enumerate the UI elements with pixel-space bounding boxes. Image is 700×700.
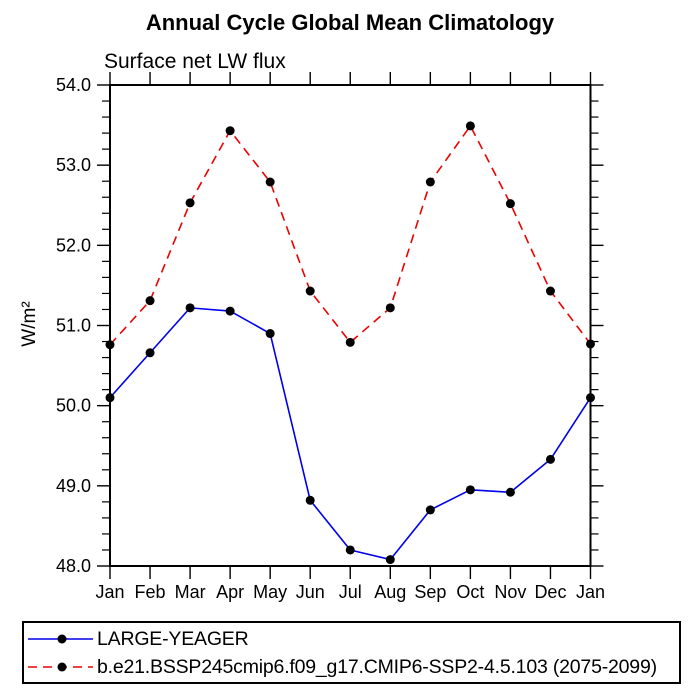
- data-point-marker: [265, 177, 275, 187]
- y-axis-tick-label: 50.0: [56, 396, 91, 416]
- data-point-marker: [145, 296, 155, 306]
- x-axis-tick-label: Mar: [175, 582, 206, 602]
- x-axis-tick-label: May: [253, 582, 287, 602]
- data-point-marker: [185, 198, 195, 208]
- legend-entry-model-run: b.e21.BSSP245cmip6.f09_g17.CMIP6-SSP2-4.…: [25, 653, 657, 681]
- data-point-marker: [545, 286, 555, 296]
- data-point-marker: [345, 337, 355, 347]
- x-axis-tick-label: Dec: [534, 582, 566, 602]
- data-point-marker: [465, 121, 475, 131]
- data-point-marker: [545, 454, 555, 464]
- chart-subtitle: Surface net LW flux: [104, 50, 286, 73]
- data-point-marker: [465, 485, 475, 495]
- series-line-1: [109, 125, 592, 346]
- data-point-marker: [586, 393, 595, 403]
- data-point-marker: [105, 340, 115, 350]
- plot-frame: [109, 84, 592, 567]
- y-axis-tick-label: 54.0: [56, 75, 91, 95]
- x-axis-tick-label: Sep: [414, 582, 446, 602]
- data-point-marker: [385, 303, 395, 313]
- legend-key-dashed-line: [28, 662, 93, 672]
- x-axis-tick-label: Feb: [135, 582, 166, 602]
- chart-canvas: Jan Feb Mar Apr May Jun Jul Aug Sep Oct Nov Dec Jan4…: [56, 72, 605, 602]
- data-point-marker: [305, 495, 315, 505]
- data-point-marker: [185, 303, 195, 313]
- data-point-marker: [425, 505, 435, 515]
- data-point-marker: [225, 306, 235, 316]
- legend-box: LARGE-YEAGER b.e21.BSSP245cmip6.f09_g17.…: [22, 621, 681, 684]
- x-axis-tick-label: Jan: [95, 582, 124, 602]
- legend-entry-large-yeager: LARGE-YEAGER: [25, 625, 249, 653]
- x-axis-tick-label: Jul: [339, 582, 362, 602]
- x-axis-tick-label: Nov: [494, 582, 526, 602]
- y-axis-tick-label: 51.0: [56, 316, 91, 336]
- x-axis-tick-label: Apr: [216, 582, 244, 602]
- data-point-marker: [105, 393, 115, 403]
- y-axis-tick-label: 49.0: [56, 476, 91, 496]
- chart-title: Annual Cycle Global Mean Climatology: [145, 10, 555, 35]
- x-axis-tick-label: Jun: [296, 582, 325, 602]
- data-point-marker: [385, 555, 395, 565]
- y-axis-tick-label: 48.0: [56, 556, 91, 576]
- y-axis-tick-label: 53.0: [56, 155, 91, 175]
- data-point-marker: [425, 177, 435, 187]
- data-point-marker: [586, 339, 595, 349]
- data-point-marker: [225, 126, 235, 136]
- data-point-marker: [145, 348, 155, 358]
- data-point-marker: [305, 286, 315, 296]
- data-point-marker: [265, 329, 275, 339]
- y-axis-tick-label: 52.0: [56, 235, 91, 255]
- legend-key-solid-line: [28, 634, 93, 644]
- legend-label-large-yeager: LARGE-YEAGER: [97, 627, 249, 650]
- legend-label-model-run: b.e21.BSSP245cmip6.f09_g17.CMIP6-SSP2-4.…: [97, 655, 657, 678]
- data-point-marker: [505, 199, 515, 209]
- x-axis-tick-label: Jan: [576, 582, 605, 602]
- data-point-marker: [505, 487, 515, 497]
- data-point-marker: [345, 545, 355, 555]
- x-axis-tick-label: Aug: [374, 582, 406, 602]
- x-axis-tick-label: Oct: [456, 582, 484, 602]
